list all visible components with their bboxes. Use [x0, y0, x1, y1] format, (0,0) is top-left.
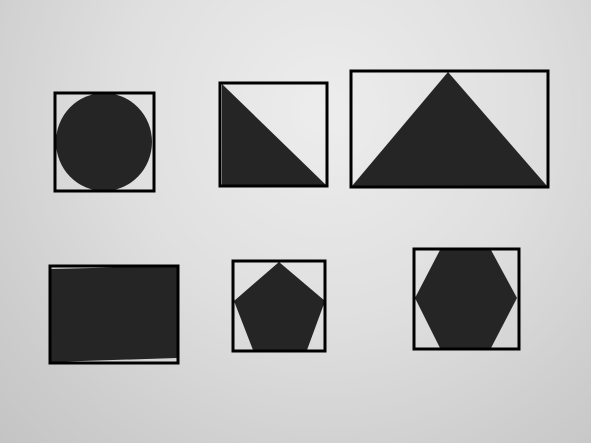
hexagon-shape-group — [412, 247, 521, 351]
isosceles-triangle-shape-group — [349, 69, 550, 189]
pentagon-shape-group — [231, 259, 327, 353]
isosceles-triangle-bounding-box — [349, 69, 550, 189]
rectangle-shape-group — [48, 264, 180, 365]
circle-bounding-box — [53, 91, 156, 193]
rectangle-shape — [51, 266, 177, 362]
right-triangle-shape — [222, 84, 326, 185]
hexagon-bounding-box — [412, 247, 521, 351]
right-triangle-shape-group — [218, 81, 329, 188]
pentagon-shape — [234, 262, 325, 350]
circle-shape — [56, 93, 152, 191]
hexagon-shape — [415, 250, 517, 348]
rectangle-bounding-box — [48, 264, 180, 365]
right-triangle-bounding-box — [218, 81, 329, 188]
circle-shape-group — [53, 91, 156, 193]
isosceles-triangle-shape — [352, 72, 547, 186]
pentagon-bounding-box — [231, 259, 327, 353]
